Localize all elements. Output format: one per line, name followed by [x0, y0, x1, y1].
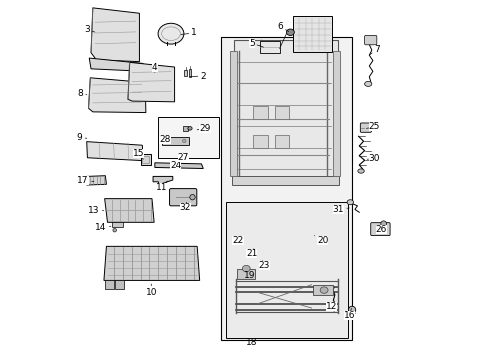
- Text: 17: 17: [77, 176, 94, 185]
- Text: 5: 5: [248, 39, 263, 48]
- Text: 21: 21: [245, 249, 257, 258]
- Polygon shape: [128, 62, 174, 102]
- Bar: [231, 176, 338, 185]
- Text: 7: 7: [369, 45, 379, 54]
- Text: 32: 32: [179, 202, 191, 212]
- Ellipse shape: [182, 139, 185, 143]
- Ellipse shape: [242, 265, 250, 272]
- Text: 24: 24: [170, 161, 181, 170]
- FancyBboxPatch shape: [360, 123, 371, 132]
- Polygon shape: [104, 246, 199, 280]
- Bar: [142, 156, 149, 163]
- Bar: [104, 280, 113, 289]
- Text: 30: 30: [366, 154, 379, 163]
- Polygon shape: [88, 78, 145, 113]
- Polygon shape: [155, 163, 203, 168]
- Text: 25: 25: [366, 122, 379, 131]
- Text: 23: 23: [258, 261, 269, 270]
- Bar: [332, 51, 339, 176]
- Polygon shape: [86, 141, 143, 161]
- Text: 22: 22: [232, 237, 244, 246]
- Text: 6: 6: [277, 22, 288, 32]
- Bar: [158, 117, 218, 158]
- Bar: [260, 41, 279, 53]
- Bar: [221, 37, 351, 339]
- Text: 27: 27: [178, 153, 189, 162]
- Polygon shape: [91, 8, 139, 62]
- Ellipse shape: [320, 287, 327, 293]
- Polygon shape: [104, 199, 154, 222]
- Bar: [115, 280, 124, 289]
- Text: 1: 1: [181, 28, 197, 37]
- Ellipse shape: [364, 81, 371, 86]
- FancyBboxPatch shape: [370, 223, 389, 235]
- Text: 28: 28: [159, 135, 170, 144]
- Bar: [237, 269, 255, 279]
- Polygon shape: [86, 176, 106, 185]
- Ellipse shape: [346, 200, 353, 205]
- Ellipse shape: [189, 194, 195, 200]
- Text: 29: 29: [197, 123, 210, 132]
- Text: 3: 3: [83, 25, 95, 34]
- Ellipse shape: [158, 23, 183, 44]
- Text: 12: 12: [325, 299, 336, 311]
- Polygon shape: [89, 58, 144, 71]
- Text: 16: 16: [343, 309, 355, 320]
- Text: 19: 19: [244, 270, 255, 279]
- Bar: [183, 126, 188, 131]
- Text: 20: 20: [314, 235, 328, 246]
- Text: 11: 11: [156, 181, 167, 192]
- Text: 4: 4: [152, 63, 157, 72]
- Text: 13: 13: [88, 206, 103, 215]
- FancyBboxPatch shape: [169, 189, 196, 206]
- Bar: [233, 40, 337, 184]
- Bar: [112, 222, 123, 227]
- Bar: [184, 69, 187, 76]
- Bar: [313, 285, 332, 296]
- Bar: [253, 135, 267, 148]
- Ellipse shape: [113, 228, 116, 232]
- Text: 10: 10: [145, 284, 157, 297]
- Text: 18: 18: [245, 338, 257, 347]
- Ellipse shape: [348, 306, 355, 314]
- Bar: [274, 107, 289, 119]
- Text: 8: 8: [77, 89, 87, 98]
- Bar: [225, 202, 347, 338]
- Bar: [292, 17, 332, 51]
- Bar: [162, 137, 188, 145]
- Ellipse shape: [380, 221, 386, 226]
- Bar: [253, 107, 267, 119]
- Bar: [140, 154, 151, 165]
- Bar: [188, 69, 190, 77]
- Text: 14: 14: [95, 223, 111, 232]
- Bar: [274, 135, 289, 148]
- Ellipse shape: [187, 127, 192, 130]
- Ellipse shape: [286, 29, 294, 36]
- Polygon shape: [153, 176, 172, 192]
- Text: 2: 2: [189, 72, 205, 81]
- Text: 15: 15: [133, 149, 144, 159]
- Ellipse shape: [357, 169, 364, 173]
- FancyBboxPatch shape: [364, 36, 376, 45]
- Bar: [230, 51, 236, 176]
- Text: 31: 31: [332, 205, 348, 214]
- Ellipse shape: [328, 285, 333, 290]
- Text: 9: 9: [77, 133, 87, 142]
- Text: 26: 26: [375, 225, 386, 234]
- Ellipse shape: [163, 139, 167, 143]
